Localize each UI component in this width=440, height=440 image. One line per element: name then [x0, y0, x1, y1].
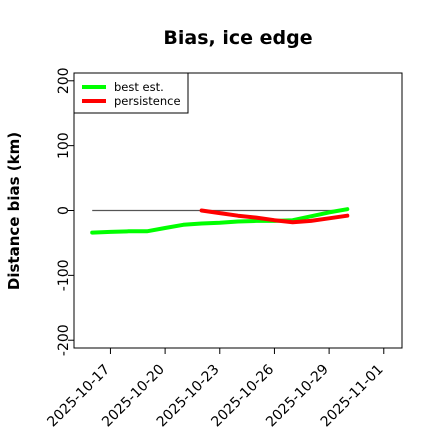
y-tick-label: 200: [56, 67, 72, 94]
y-tick-label: -200: [56, 324, 72, 356]
y-tick-label: 0: [56, 206, 72, 215]
legend-label: persistence: [114, 94, 181, 108]
y-tick-label: 100: [56, 132, 72, 159]
y-axis-label: Distance bias (km): [5, 132, 23, 290]
legend-label: best est.: [114, 80, 164, 94]
chart-title: Bias, ice edge: [163, 27, 312, 49]
series-line-best-est: [90, 207, 350, 235]
y-tick-label: -100: [56, 259, 72, 291]
series-line-persistence: [199, 208, 350, 225]
legend-box: [73, 72, 189, 114]
